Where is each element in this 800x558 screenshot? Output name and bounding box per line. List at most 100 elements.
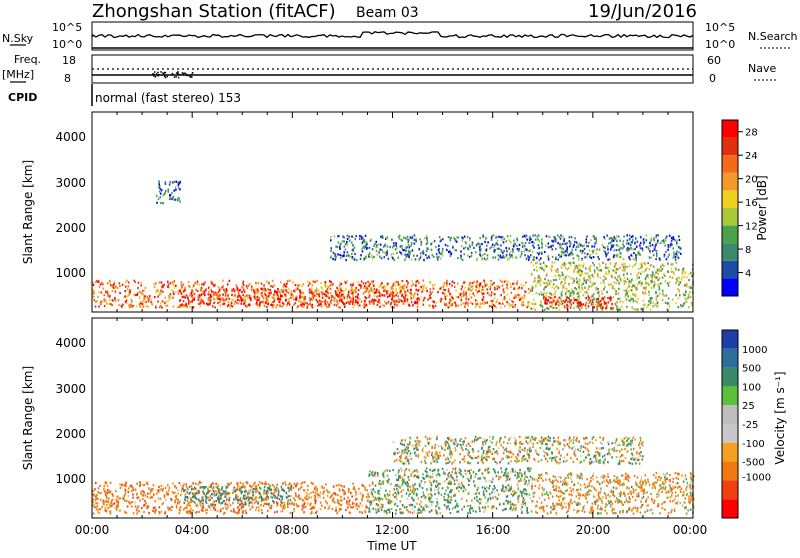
echo-cell	[540, 291, 542, 293]
echo-cell	[184, 304, 186, 306]
echo-cell	[473, 480, 475, 482]
echo-cell	[364, 510, 366, 512]
echo-cell	[569, 290, 571, 292]
echo-cell	[538, 253, 540, 255]
echo-cell	[362, 505, 364, 507]
echo-cell	[640, 247, 642, 249]
echo-cell	[292, 295, 294, 297]
echo-cell	[227, 504, 229, 506]
echo-cell	[542, 282, 544, 284]
echo-cell	[328, 287, 330, 289]
echo-cell	[566, 296, 568, 298]
echo-cell	[553, 288, 555, 290]
echo-cell	[560, 234, 562, 236]
echo-cell	[328, 304, 330, 306]
echo-cell	[476, 280, 478, 282]
echo-cell	[688, 286, 690, 288]
echo-cell	[239, 488, 241, 490]
echo-cell	[106, 497, 108, 499]
echo-cell	[338, 241, 340, 243]
echo-cell	[312, 491, 314, 493]
echo-cell	[387, 283, 389, 285]
echo-cell	[600, 277, 602, 279]
echo-cell	[313, 297, 315, 299]
echo-cell	[396, 252, 398, 254]
echo-cell	[212, 503, 214, 505]
echo-cell	[306, 495, 308, 497]
echo-cell	[355, 296, 357, 298]
echo-cell	[672, 238, 674, 240]
echo-cell	[171, 491, 173, 493]
echo-cell	[289, 482, 291, 484]
echo-cell	[264, 289, 266, 291]
echo-cell	[630, 289, 632, 291]
echo-cell	[540, 257, 542, 259]
echo-cell	[204, 281, 206, 283]
echo-cell	[667, 256, 669, 258]
echo-cell	[535, 292, 537, 294]
echo-cell	[131, 490, 133, 492]
echo-cell	[534, 234, 536, 236]
echo-cell	[678, 251, 680, 253]
echo-cell	[125, 281, 127, 283]
echo-cell	[553, 294, 555, 296]
echo-cell	[476, 496, 478, 498]
echo-cell	[373, 302, 375, 304]
echo-cell	[167, 281, 169, 283]
echo-cell	[535, 284, 537, 286]
echo-cell	[655, 236, 657, 238]
echo-cell	[285, 484, 287, 486]
echo-cell	[525, 248, 527, 250]
echo-cell	[265, 492, 267, 494]
echo-cell	[484, 506, 486, 508]
echo-cell	[602, 298, 604, 300]
echo-cell	[629, 234, 631, 236]
echo-cell	[444, 504, 446, 506]
echo-cell	[290, 512, 292, 514]
echo-cell	[159, 306, 161, 308]
echo-cell	[197, 299, 199, 301]
echo-cell	[341, 283, 343, 285]
echo-cell	[272, 500, 274, 502]
echo-cell	[433, 469, 435, 471]
echo-cell	[98, 281, 100, 283]
echo-cell	[178, 187, 180, 189]
echo-cell	[110, 510, 112, 512]
echo-cell	[343, 486, 345, 488]
echo-cell	[564, 305, 566, 307]
echo-cell	[456, 296, 458, 298]
echo-cell	[596, 248, 598, 250]
echo-cell	[191, 294, 193, 296]
echo-cell	[372, 291, 374, 293]
echo-cell	[570, 295, 572, 297]
echo-cell	[214, 494, 216, 496]
echo-cell	[619, 256, 621, 258]
echo-cell	[562, 303, 564, 305]
echo-cell	[483, 491, 485, 493]
echo-cell	[411, 280, 413, 282]
echo-cell	[361, 497, 363, 499]
echo-cell	[254, 482, 256, 484]
echo-cell	[143, 492, 145, 494]
echo-cell	[124, 500, 126, 502]
echo-cell	[587, 279, 589, 281]
echo-cell	[471, 499, 473, 501]
echo-cell	[395, 288, 397, 290]
echo-cell	[672, 263, 674, 265]
echo-cell	[259, 306, 261, 308]
echo-cell	[645, 278, 647, 280]
nave-dot	[157, 72, 159, 74]
echo-cell	[337, 295, 339, 297]
echo-cell	[659, 288, 661, 290]
echo-cell	[262, 483, 264, 485]
echo-cell	[264, 305, 266, 307]
echo-cell	[520, 491, 522, 493]
echo-cell	[603, 282, 605, 284]
echo-cell	[348, 293, 350, 295]
echo-cell	[540, 267, 542, 269]
echo-cell	[259, 496, 261, 498]
echo-cell	[277, 489, 279, 491]
echo-cell	[554, 296, 556, 298]
echo-cell	[330, 250, 332, 252]
echo-cell	[635, 300, 637, 302]
